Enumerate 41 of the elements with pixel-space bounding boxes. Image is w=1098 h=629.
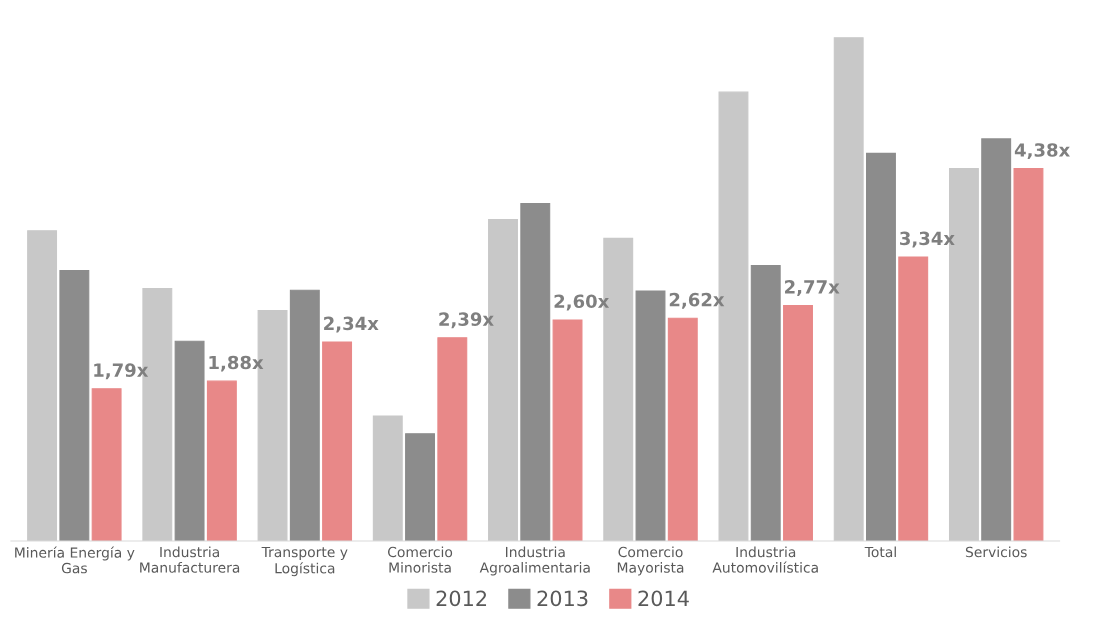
x-tick-label: Minería Energía y Gas	[15, 546, 135, 574]
bar	[1013, 168, 1044, 541]
data-label: 2,77x	[785, 280, 840, 296]
x-tick-label: Industria Automovilística	[712, 546, 818, 573]
x-tick-label: Transporte y Logística	[261, 546, 348, 577]
bar	[206, 380, 237, 541]
data-label: 2,62x	[669, 292, 725, 309]
legend-label: 2012	[436, 590, 487, 607]
bar	[635, 290, 666, 541]
bar	[437, 337, 468, 541]
bar	[405, 433, 436, 541]
x-tick-label: Total	[864, 546, 896, 558]
data-label: 1,79x	[94, 363, 149, 380]
x-tick-label: Comercio Minorista	[387, 546, 453, 573]
bar	[667, 317, 698, 541]
bar	[866, 152, 896, 541]
bar	[91, 388, 122, 541]
bar	[59, 270, 90, 541]
legend-label: 2013	[537, 590, 588, 607]
x-tick-label: Industria Agroalimentaria	[479, 546, 590, 576]
bar	[552, 319, 583, 541]
bar	[750, 264, 781, 541]
bar	[783, 304, 813, 541]
data-label: 2,34x	[324, 316, 379, 333]
x-tick-label: Industria Manufacturera	[140, 546, 240, 573]
x-tick-label: Servicios	[965, 546, 1027, 558]
bar	[981, 138, 1012, 541]
bar	[520, 202, 551, 541]
data-label: 2,60x	[554, 294, 610, 311]
legend-label: 2014	[638, 590, 689, 607]
bar	[289, 289, 320, 541]
bar	[898, 256, 929, 541]
data-label: 4,38x	[1014, 143, 1070, 160]
data-label: 3,34x	[900, 231, 955, 248]
x-tick-label: Comercio Mayorista	[617, 546, 684, 576]
bar	[174, 340, 205, 541]
data-label: 2,39x	[439, 312, 494, 329]
data-label: 1,88x	[209, 355, 264, 372]
bar	[322, 341, 353, 541]
bar	[372, 415, 403, 541]
bar	[27, 230, 58, 541]
